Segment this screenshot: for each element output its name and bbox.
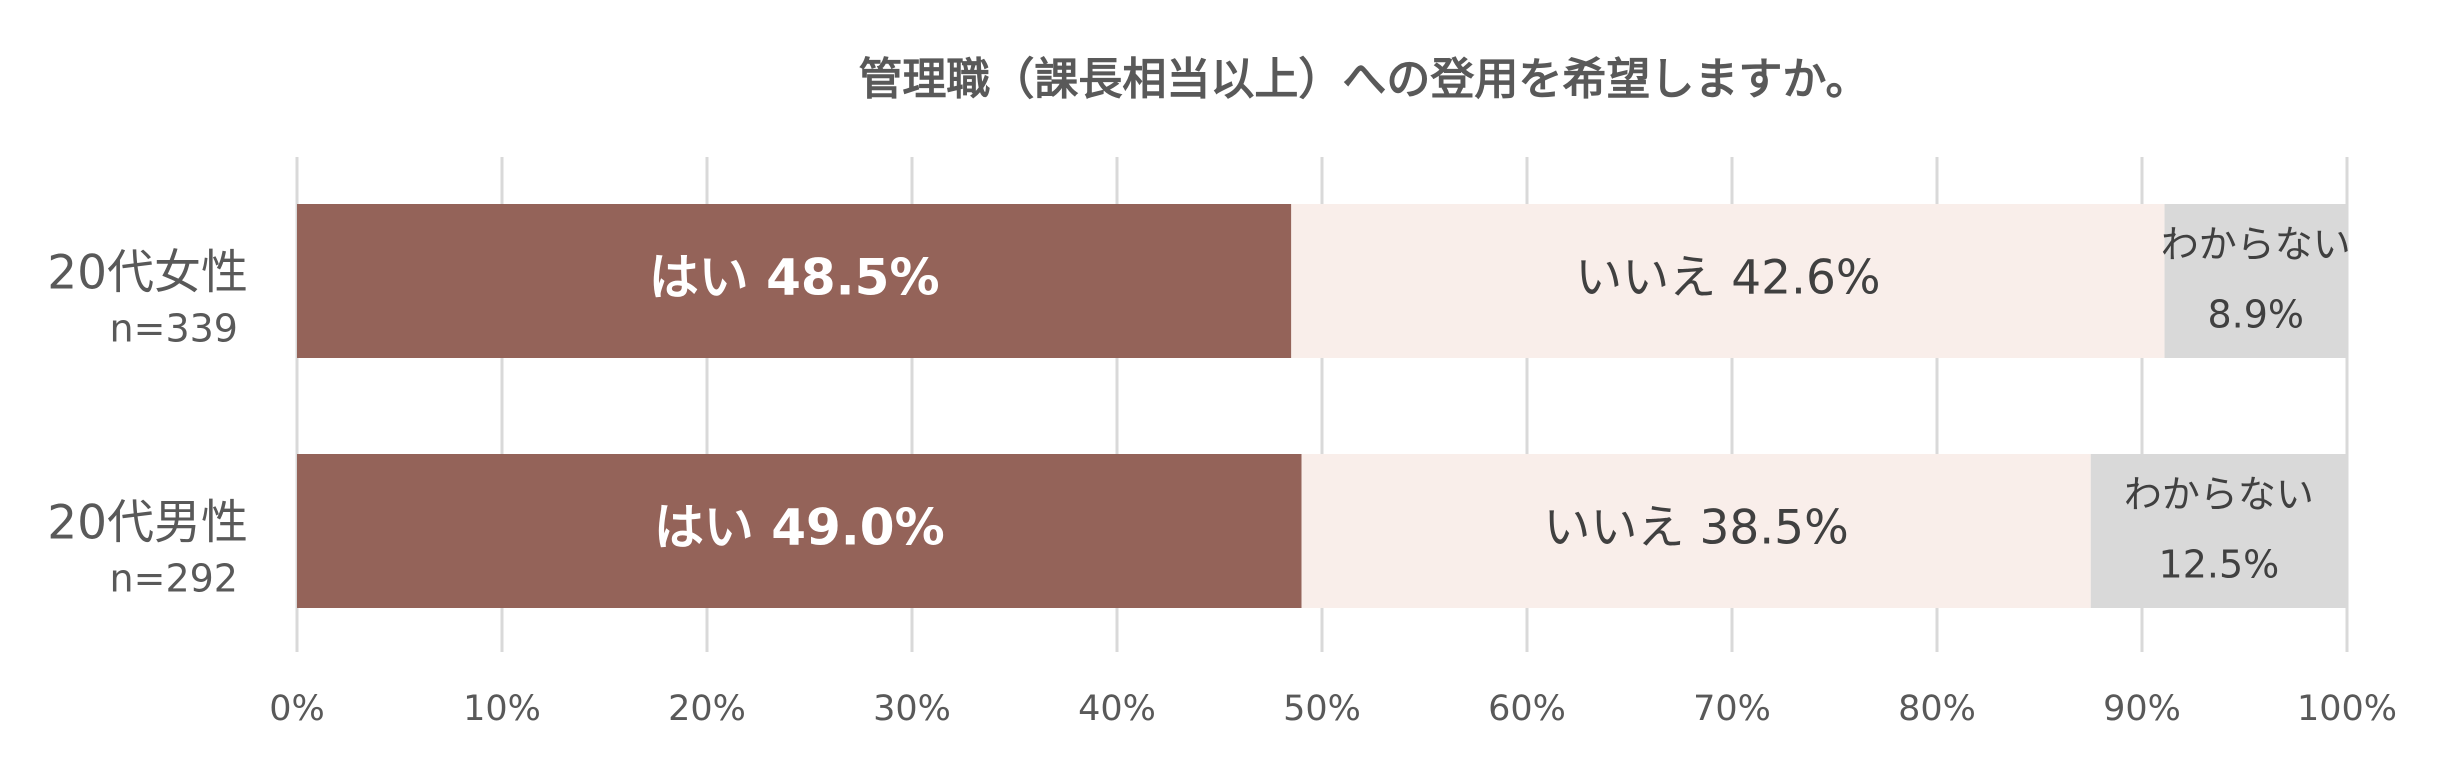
bar-segment — [2164, 204, 2347, 358]
data-label: いいえ 42.6% — [1575, 251, 1880, 306]
category-sample-size: n=292 — [110, 557, 238, 601]
data-label: わからない — [2124, 473, 2314, 517]
x-tick-label: 60% — [1488, 689, 1566, 729]
x-tick-label: 20% — [668, 689, 746, 729]
x-tick-label: 50% — [1283, 689, 1361, 729]
x-tick-label: 70% — [1693, 689, 1771, 729]
chart-title: 管理職（課長相当以上）への登用を希望しますか。 — [858, 54, 1869, 105]
data-label: はい 48.5% — [649, 249, 940, 307]
x-tick-label: 100% — [2297, 689, 2397, 729]
data-label: わからない — [2161, 223, 2351, 267]
x-tick-label: 80% — [1898, 689, 1976, 729]
category-label: 20代女性 — [47, 246, 248, 301]
category-label: 20代男性 — [47, 496, 248, 551]
x-tick-label: 40% — [1078, 689, 1156, 729]
x-tick-label: 0% — [269, 689, 325, 729]
bar-segment — [2090, 454, 2347, 608]
data-label: 12.5% — [2159, 543, 2280, 587]
data-label: 8.9% — [2208, 293, 2305, 337]
data-label: いいえ 38.5% — [1544, 501, 1849, 556]
x-tick-label: 30% — [873, 689, 951, 729]
bar-segment — [1301, 454, 2091, 608]
data-label: はい 49.0% — [654, 499, 945, 557]
category-sample-size: n=339 — [110, 307, 238, 351]
x-tick-label: 10% — [463, 689, 541, 729]
bar-segment — [297, 204, 1292, 358]
bar-segment — [297, 454, 1302, 608]
x-tick-label: 90% — [2103, 689, 2181, 729]
bar-segment — [1291, 204, 2165, 358]
